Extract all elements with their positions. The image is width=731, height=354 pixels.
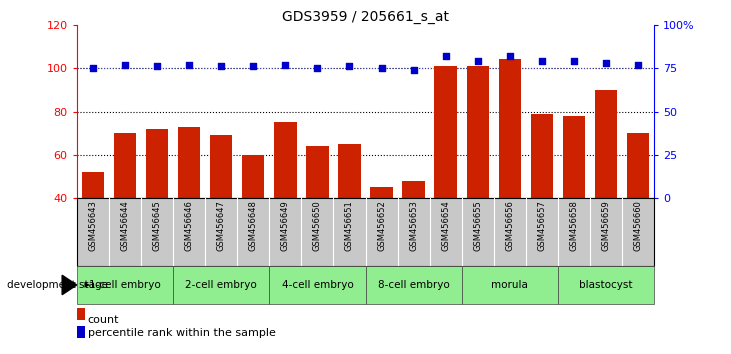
Text: GSM456649: GSM456649 bbox=[281, 200, 289, 251]
Point bbox=[568, 58, 580, 64]
Text: blastocyst: blastocyst bbox=[580, 280, 633, 290]
Text: 2-cell embryo: 2-cell embryo bbox=[185, 280, 257, 290]
Point bbox=[247, 64, 259, 69]
Point bbox=[600, 60, 612, 66]
Point bbox=[183, 62, 195, 68]
Bar bbox=[242, 155, 265, 285]
Point bbox=[472, 58, 484, 64]
Bar bbox=[173, 266, 269, 304]
Point bbox=[344, 64, 355, 69]
Point bbox=[632, 62, 644, 68]
Text: development stage: development stage bbox=[7, 280, 108, 290]
Bar bbox=[499, 59, 521, 285]
Bar bbox=[77, 308, 85, 320]
Bar bbox=[338, 144, 360, 285]
Text: 1-cell embryo: 1-cell embryo bbox=[89, 280, 161, 290]
Bar bbox=[466, 66, 489, 285]
Text: GSM456643: GSM456643 bbox=[88, 200, 97, 251]
Bar bbox=[402, 181, 425, 285]
Point bbox=[504, 53, 516, 59]
Bar bbox=[145, 129, 168, 285]
Point bbox=[151, 64, 163, 69]
Bar bbox=[274, 122, 297, 285]
Text: GSM456654: GSM456654 bbox=[442, 200, 450, 251]
Text: GSM456650: GSM456650 bbox=[313, 200, 322, 251]
Bar bbox=[563, 116, 586, 285]
Bar bbox=[77, 266, 173, 304]
Bar bbox=[77, 326, 85, 338]
Text: GSM456646: GSM456646 bbox=[184, 200, 194, 251]
Point bbox=[279, 62, 291, 68]
Point bbox=[408, 67, 420, 73]
Bar bbox=[595, 90, 618, 285]
Polygon shape bbox=[62, 275, 77, 295]
Text: GSM456660: GSM456660 bbox=[634, 200, 643, 251]
Text: GSM456647: GSM456647 bbox=[216, 200, 226, 251]
Text: GSM456644: GSM456644 bbox=[121, 200, 129, 251]
Point bbox=[311, 65, 323, 71]
Bar bbox=[371, 187, 393, 285]
Text: GSM456648: GSM456648 bbox=[249, 200, 258, 251]
Text: GSM456652: GSM456652 bbox=[377, 200, 386, 251]
Bar bbox=[627, 133, 649, 285]
Point bbox=[119, 62, 131, 68]
Point bbox=[536, 58, 548, 64]
Point bbox=[376, 65, 387, 71]
Text: GSM456657: GSM456657 bbox=[537, 200, 547, 251]
Text: 8-cell embryo: 8-cell embryo bbox=[378, 280, 450, 290]
Point bbox=[215, 64, 227, 69]
Bar bbox=[462, 266, 558, 304]
Text: GSM456656: GSM456656 bbox=[505, 200, 515, 251]
Text: GSM456659: GSM456659 bbox=[602, 200, 610, 251]
Point bbox=[440, 53, 452, 59]
Text: GSM456651: GSM456651 bbox=[345, 200, 354, 251]
Bar bbox=[306, 146, 329, 285]
Bar bbox=[82, 172, 104, 285]
Text: GSM456658: GSM456658 bbox=[569, 200, 578, 251]
Bar bbox=[434, 66, 457, 285]
Bar bbox=[366, 266, 462, 304]
Bar bbox=[531, 114, 553, 285]
Text: 4-cell embryo: 4-cell embryo bbox=[281, 280, 353, 290]
Bar bbox=[178, 127, 200, 285]
Point bbox=[87, 65, 99, 71]
Text: percentile rank within the sample: percentile rank within the sample bbox=[88, 328, 276, 338]
Bar bbox=[210, 135, 232, 285]
Text: GSM456645: GSM456645 bbox=[153, 200, 162, 251]
Text: count: count bbox=[88, 315, 119, 325]
Text: morula: morula bbox=[491, 280, 529, 290]
Text: GSM456653: GSM456653 bbox=[409, 200, 418, 251]
Bar bbox=[558, 266, 654, 304]
Bar bbox=[113, 133, 136, 285]
Text: GSM456655: GSM456655 bbox=[473, 200, 482, 251]
Title: GDS3959 / 205661_s_at: GDS3959 / 205661_s_at bbox=[282, 10, 449, 24]
Bar bbox=[269, 266, 366, 304]
